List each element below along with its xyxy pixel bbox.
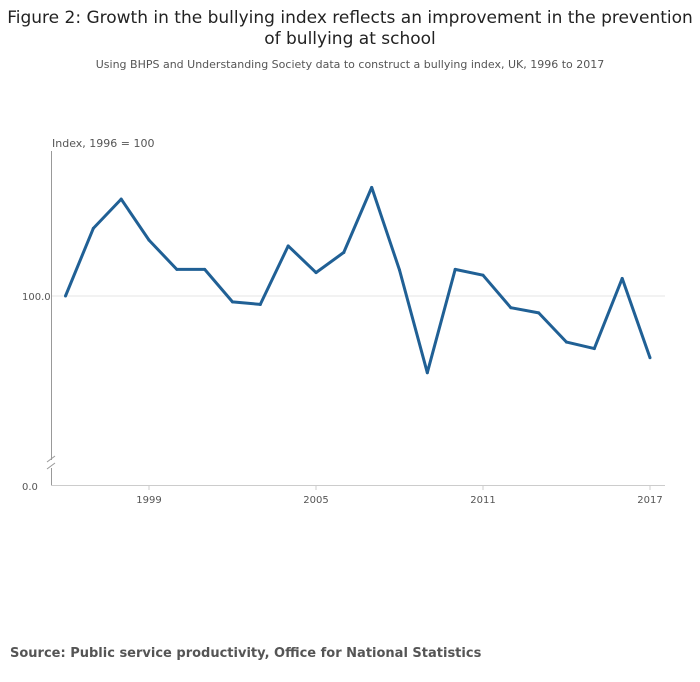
data-point-2001: [203, 267, 207, 271]
data-point-2011: [481, 273, 485, 277]
data-point-2002: [231, 300, 234, 304]
x-tick-1999: 1999: [136, 495, 161, 506]
data-point-2007: [370, 185, 374, 189]
data-point-2000: [175, 267, 179, 271]
y-tick-100: 100.0: [22, 292, 51, 303]
data-point-2013: [537, 311, 541, 315]
chart-title: Figure 2: Growth in the bullying index r…: [7, 8, 693, 49]
data-point-1996: [64, 294, 67, 298]
data-point-2003: [258, 302, 262, 306]
data-point-2004: [286, 244, 290, 248]
y-tick-0: 0.0: [22, 482, 38, 493]
data-point-2016: [620, 276, 624, 280]
data-point-2014: [565, 340, 568, 344]
series-line: [64, 185, 652, 375]
x-tick-2011: 2011: [470, 495, 495, 506]
x-tick-2017: 2017: [637, 495, 662, 506]
data-point-2017: [648, 356, 652, 360]
data-point-2006: [342, 250, 346, 254]
data-point-2015: [592, 347, 596, 351]
data-point-2008: [398, 268, 401, 272]
data-point-2005: [314, 271, 318, 275]
source-note: Source: Public service productivity, Off…: [10, 646, 482, 661]
chart-subtitle: Using BHPS and Understanding Society dat…: [95, 58, 605, 71]
data-point-1997: [91, 226, 95, 230]
data-point-2010: [453, 267, 457, 271]
data-point-2009: [425, 371, 429, 375]
axis-break-icon: [46, 455, 56, 470]
data-point-1999: [147, 238, 151, 242]
data-point-1998: [119, 197, 123, 201]
data-point-2012: [509, 306, 513, 310]
x-tick-2005: 2005: [303, 495, 328, 506]
y-axis-label: Index, 1996 = 100: [52, 137, 154, 150]
